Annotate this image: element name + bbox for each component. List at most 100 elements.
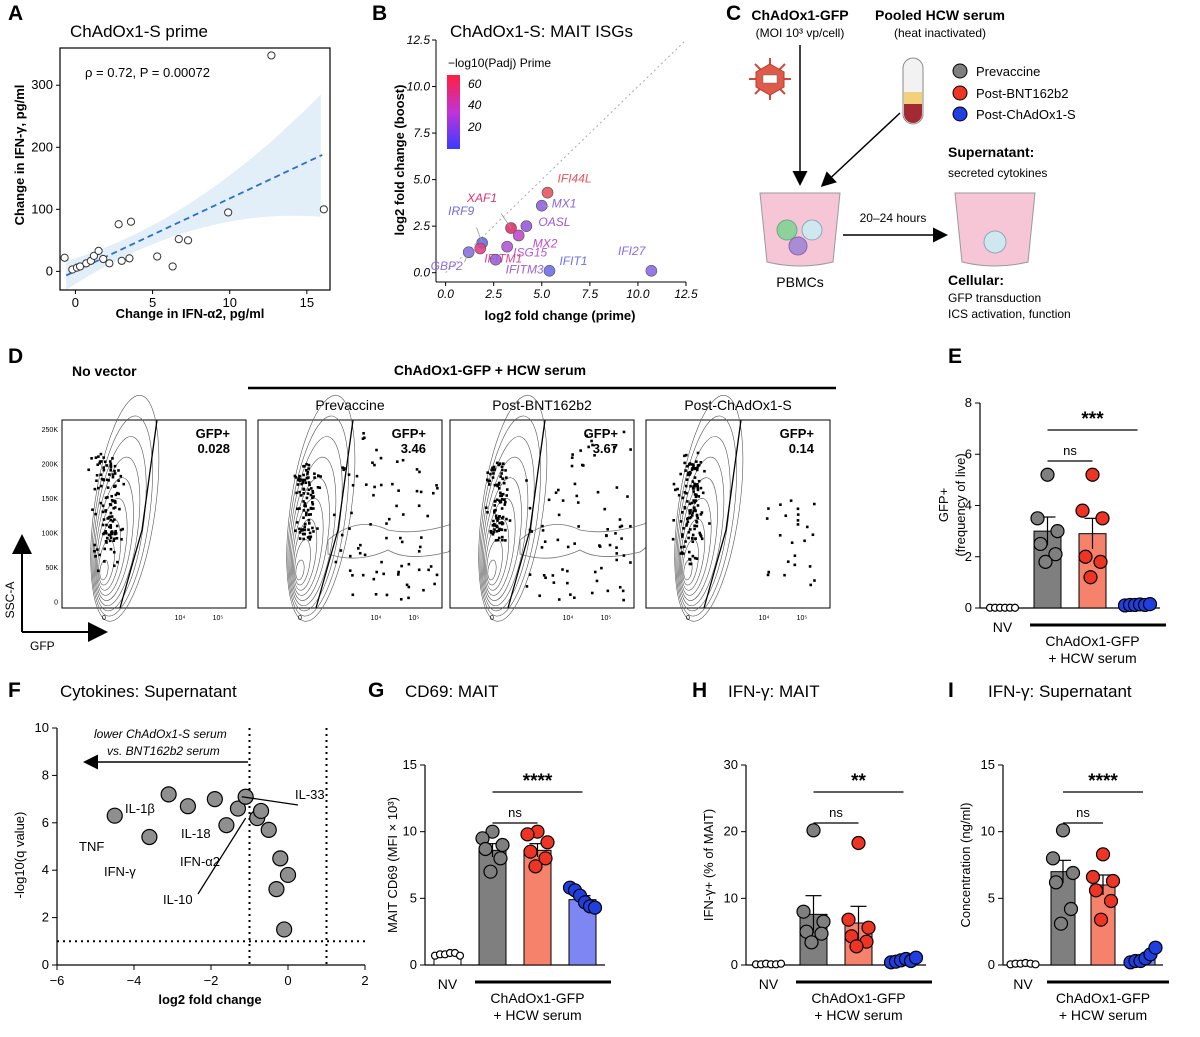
- event-dot: [417, 568, 421, 572]
- sig-label: **: [851, 771, 866, 792]
- event-dot: [696, 488, 700, 492]
- event-dot: [90, 457, 93, 460]
- event-dot: [118, 507, 121, 511]
- serum-tube-icon: [902, 57, 924, 125]
- event-dot: [99, 473, 103, 477]
- panel-f-xlabel: log2 fold change: [158, 992, 261, 1007]
- y-axis-label: IFN-γ+ (% of MAIT): [701, 809, 716, 921]
- event-dot: [348, 527, 351, 530]
- event-dot: [618, 585, 622, 589]
- gene-point: [474, 242, 487, 255]
- event-dot: [576, 501, 580, 504]
- event-dot: [491, 476, 495, 479]
- event-dot: [297, 477, 301, 480]
- event-dot: [307, 518, 311, 522]
- event-dot: [419, 490, 423, 494]
- event-dot: [309, 535, 313, 539]
- x-tick-label: 5: [149, 295, 156, 310]
- event-dot: [422, 588, 425, 592]
- event-dot: [497, 463, 501, 467]
- gene-point: [489, 253, 502, 266]
- replicate-point: [1040, 467, 1055, 482]
- gfp-event-dot: [778, 534, 782, 537]
- event-dot: [302, 509, 306, 512]
- data-point: [153, 252, 162, 261]
- event-dot: [93, 487, 97, 491]
- event-dot: [311, 491, 315, 495]
- event-dot: [109, 518, 113, 522]
- event-dot: [313, 476, 316, 479]
- event-dot: [359, 543, 362, 547]
- panel-i-title: IFN-γ: Supernatant: [988, 682, 1132, 701]
- event-dot: [93, 543, 96, 547]
- event-dot: [318, 486, 322, 490]
- event-dot: [407, 585, 411, 589]
- flow-y-tick: 200K: [42, 462, 59, 469]
- event-dot: [687, 536, 690, 540]
- event-dot: [570, 456, 574, 460]
- event-dot: [684, 540, 687, 543]
- event-dot: [399, 597, 403, 601]
- event-dot: [103, 547, 107, 551]
- event-dot: [502, 462, 505, 466]
- event-dot: [504, 469, 507, 472]
- y-tick-label: 10: [403, 824, 417, 839]
- event-dot: [492, 530, 496, 534]
- cytokine-point: [206, 790, 223, 808]
- event-dot: [365, 483, 368, 486]
- gfp-event-dot: [790, 541, 794, 545]
- y-axis-label: MAIT CD69 (MFI × 10³): [385, 797, 400, 933]
- flow-xaxis-label: GFP: [30, 639, 55, 653]
- event-dot: [600, 566, 603, 570]
- event-dot: [350, 511, 353, 515]
- event-dot: [348, 554, 352, 558]
- event-dot: [109, 531, 113, 534]
- density-contour: [484, 497, 516, 596]
- y-tick-label: 7.5: [413, 126, 430, 140]
- event-dot: [401, 458, 405, 462]
- colorbar-tick-40: 40: [468, 98, 482, 112]
- event-dot: [308, 513, 311, 516]
- y-tick-label: 0: [410, 957, 417, 972]
- event-dot: [379, 456, 383, 460]
- bar-chart-g: 0 5 10 15 NV ChAdOx1-GFP+ HCW serum ****ns MAIT…: [385, 757, 611, 1023]
- gfp-event-dot: [779, 503, 782, 506]
- cytokine-point: [276, 921, 293, 938]
- event-dot: [311, 489, 314, 493]
- cytokine-label: IL-10: [163, 892, 193, 907]
- event-dot: [98, 553, 102, 557]
- event-dot: [708, 522, 711, 525]
- panel-h-title: IFN-γ: MAIT: [728, 682, 820, 701]
- flow-plot-title: Post-BNT162b2: [492, 397, 592, 413]
- event-dot: [618, 525, 622, 529]
- event-dot: [505, 476, 508, 479]
- event-dot: [304, 522, 307, 526]
- y-tick-label: 30: [724, 757, 738, 772]
- event-dot: [500, 498, 504, 501]
- event-dot: [693, 476, 697, 479]
- vector-subtitle: (MOI 10³ vp/cell): [756, 26, 845, 40]
- event-dot: [372, 493, 375, 497]
- cellular-line-2: ICS activation, function: [948, 307, 1071, 321]
- flow-y-tick: 0: [54, 600, 58, 607]
- density-contour: [92, 436, 147, 612]
- cytokine-label: IL-33: [295, 787, 325, 802]
- event-dot: [372, 577, 376, 581]
- event-dot: [492, 468, 495, 472]
- gate-value: 3.46: [401, 441, 426, 456]
- x-tick-label: NV: [993, 619, 1013, 635]
- replicate-point: [1055, 823, 1071, 838]
- gfp-event-dot: [808, 565, 812, 568]
- replicate-point: [1010, 603, 1020, 612]
- density-contour: [675, 415, 737, 617]
- event-dot: [686, 500, 689, 503]
- gfp-event-dot: [796, 519, 800, 522]
- event-dot: [307, 522, 311, 525]
- replicate-point: [1048, 875, 1064, 890]
- data-point: [183, 236, 193, 245]
- gfp-event-dot: [796, 513, 800, 516]
- event-dot: [113, 500, 117, 503]
- event-dot: [606, 589, 610, 593]
- event-dot: [493, 524, 497, 527]
- event-dot: [681, 496, 685, 500]
